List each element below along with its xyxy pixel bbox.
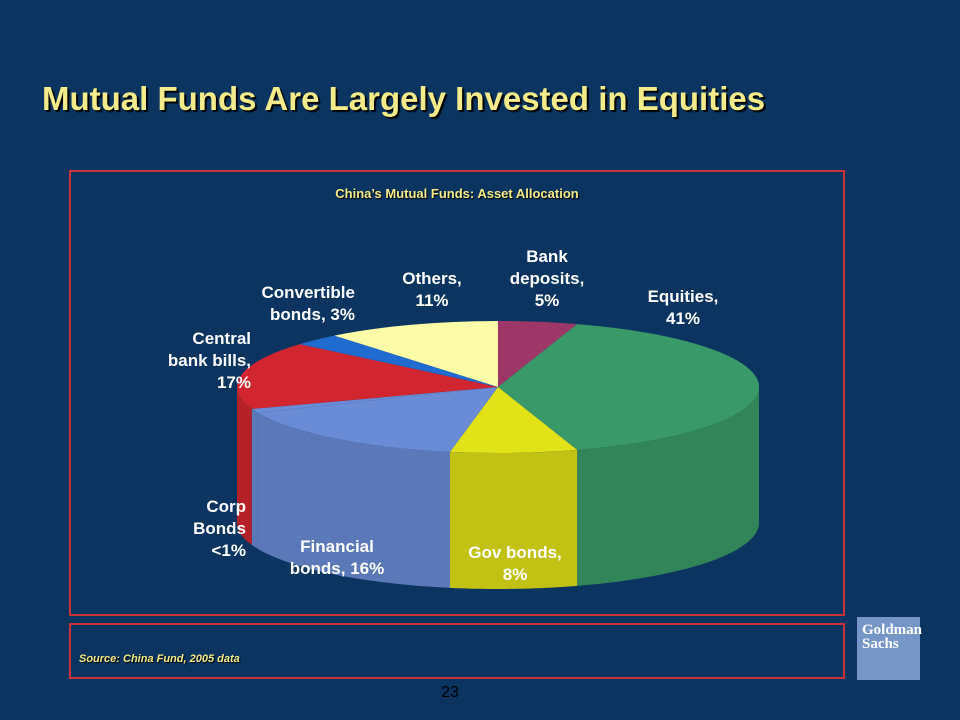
- source-note: Source: China Fund, 2005 data: [79, 653, 240, 665]
- pie-label-line: deposits,: [510, 269, 585, 288]
- pie-label-line: <1%: [212, 541, 247, 560]
- slide-title: Mutual Funds Are Largely Invested in Equ…: [42, 80, 766, 117]
- pie-slice-7: [334, 321, 498, 387]
- pie-label-line: Bank: [526, 247, 568, 266]
- pie-side-3: [257, 412, 450, 588]
- pie-label-line: Gov bonds,: [468, 543, 562, 562]
- pie-label-line: 41%: [666, 309, 700, 328]
- pie-label-line: Equities,: [648, 287, 719, 306]
- goldman-sachs-logo: Goldman Sachs: [857, 617, 923, 680]
- pie-label-5: Central bank bills, 17%: [168, 329, 251, 392]
- pie-label-3: Financial bonds, 16%: [290, 537, 384, 578]
- pie-label-line: 11%: [415, 291, 448, 310]
- pie-side-1: [577, 387, 759, 586]
- pie-slice-0: [498, 321, 578, 387]
- pie-label-line: bank bills,: [168, 351, 251, 370]
- pie-label-line: Financial: [300, 537, 374, 556]
- pie-label-line: Bonds: [193, 519, 246, 538]
- logo-line-2: Sachs: [862, 636, 899, 652]
- pie-label-2: Gov bonds, 8%: [468, 543, 562, 584]
- pie-label-line: bonds, 16%: [290, 559, 384, 578]
- pie-slice-6: [299, 335, 498, 387]
- pie-label-line: Convertible: [261, 283, 355, 302]
- pie-slice-3: [257, 387, 498, 452]
- pie-label-7: Others, 11%: [402, 269, 462, 310]
- pie-chart: Bank deposits, 5% Equities, 41% Gov bonds, 8% F…: [168, 247, 760, 589]
- pie-label-line: 8%: [503, 565, 528, 584]
- pie-side-4: [251, 408, 258, 549]
- source-frame: Source: China Fund, 2005 data: [69, 623, 845, 679]
- pie-label-6: Convertible bonds, 3%: [261, 283, 355, 324]
- pie-label-line: Others,: [402, 269, 462, 288]
- pie-slice-5: [237, 344, 498, 409]
- pie-side-2: [450, 449, 578, 589]
- pie-label-0: Bank deposits, 5%: [510, 247, 585, 310]
- chart-frame: China’s Mutual Funds: Asset Allocation B…: [69, 170, 845, 616]
- pie-label-line: Corp: [206, 497, 246, 516]
- pie-label-line: bonds, 3%: [270, 305, 355, 324]
- chart-title: China’s Mutual Funds: Asset Allocation: [335, 186, 579, 201]
- pie-label-line: Central: [192, 329, 251, 348]
- pie-slice-2: [450, 387, 578, 454]
- pie-label-line: 5%: [535, 291, 560, 310]
- pie-label-1: Equities, 41%: [648, 287, 719, 328]
- logo-line-1: Goldman: [862, 622, 923, 638]
- pie-slice-4: [251, 387, 498, 413]
- pie-side-5: [237, 387, 252, 545]
- pie-slice-1: [498, 324, 760, 450]
- pie-label-4: Corp Bonds <1%: [193, 497, 246, 560]
- page-number: 23: [441, 684, 459, 701]
- pie-label-line: 17%: [217, 373, 251, 392]
